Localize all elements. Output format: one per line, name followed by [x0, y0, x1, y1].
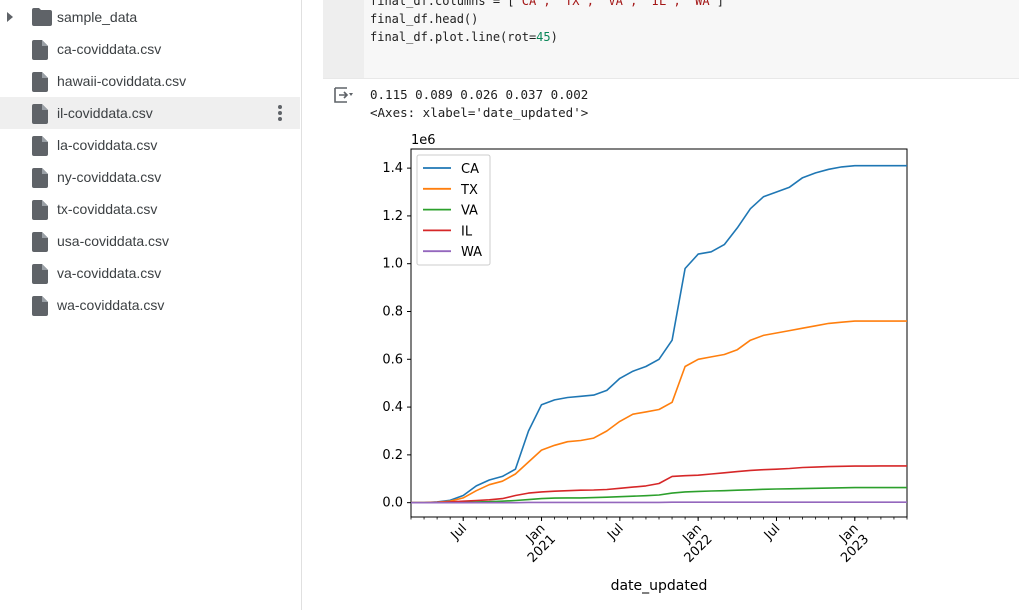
sidebar-item-tx-coviddata[interactable]: tx-coviddata.csv — [0, 193, 300, 225]
line-chart: 0.0 0.2 0.4 0.6 0.8 1.0 1.2 1.4 1e6 Jul Jan2021 Jul… — [382, 133, 908, 594]
x-tick-label: Jul — [761, 521, 783, 543]
file-icon — [32, 40, 48, 60]
code-cell-gutter — [323, 0, 364, 78]
code-line-3[interactable]: final_df.plot.line(rot=45) — [370, 30, 558, 44]
code-text: ] — [716, 0, 725, 8]
output-values-text: 0.115 0.089 0.026 0.037 0.002 — [370, 87, 589, 102]
series-line-il — [411, 465, 907, 504]
series-line-tx — [411, 320, 907, 504]
y-tick-label: 1.2 — [382, 209, 403, 224]
legend-box — [416, 154, 491, 266]
file-icon — [32, 264, 48, 284]
sidebar-item-label: sample_data — [57, 9, 138, 25]
output-options-icon[interactable] — [333, 85, 355, 105]
series-line-va — [411, 486, 907, 504]
sidebar-item-label: hawaii-coviddata.csv — [57, 73, 187, 89]
sidebar-item-label: wa-coviddata.csv — [57, 297, 165, 313]
sidebar-item-label: il-coviddata.csv — [57, 105, 153, 121]
sidebar-item-sample-data[interactable]: sample_data — [0, 1, 300, 33]
code-text: final_df.plot.line(rot= — [370, 30, 537, 44]
sidebar-item-il-coviddata[interactable]: il-coviddata.csv — [0, 97, 300, 129]
y-tick-label: 0.6 — [382, 352, 403, 367]
folder-icon — [32, 8, 52, 26]
sidebar-item-label: ca-coviddata.csv — [57, 41, 162, 57]
code-line-2[interactable]: final_df.head() — [370, 12, 479, 26]
code-string: 'CA', 'TX', 'VA', 'IL', 'WA' — [514, 0, 717, 8]
legend-label: TX — [460, 183, 478, 198]
y-tick-label: 0.2 — [382, 448, 403, 463]
x-tick-label: Jan2021 — [514, 521, 559, 566]
chevron-right-icon[interactable] — [7, 12, 13, 22]
file-icon — [32, 296, 48, 316]
series-line-wa — [411, 501, 907, 504]
sidebar-item-label: va-coviddata.csv — [57, 265, 162, 281]
y-tick-label: 0.0 — [382, 496, 403, 511]
sidebar-item-ca-coviddata[interactable]: ca-coviddata.csv — [0, 33, 300, 65]
sidebar-item-label: la-coviddata.csv — [57, 137, 158, 153]
file-icon — [32, 104, 48, 124]
file-browser-sidebar: sample_data ca-coviddata.csv hawaii-covi… — [0, 0, 302, 610]
x-tick-label: Jul — [448, 521, 470, 543]
sidebar-item-label: usa-coviddata.csv — [57, 233, 170, 249]
series-line-ca — [411, 164, 907, 504]
code-text: final_df.columns = [ — [370, 0, 515, 8]
x-axis-label: date_updated — [611, 578, 708, 594]
y-tick-label: 0.8 — [382, 304, 403, 319]
sidebar-item-label: tx-coviddata.csv — [57, 201, 158, 217]
sidebar-item-va-coviddata[interactable]: va-coviddata.csv — [0, 257, 300, 289]
file-icon — [32, 232, 48, 252]
file-icon — [32, 200, 48, 220]
code-line-1[interactable]: final_df.columns = ['CA', 'TX', 'VA', 'I… — [370, 0, 724, 8]
code-text: ) — [550, 30, 558, 44]
x-tick-label: Jan2022 — [671, 521, 716, 566]
file-icon — [32, 168, 48, 188]
sidebar-item-ny-coviddata[interactable]: ny-coviddata.csv — [0, 161, 300, 193]
sidebar-item-hawaii-coviddata[interactable]: hawaii-coviddata.csv — [0, 65, 300, 97]
legend-label: IL — [461, 224, 473, 239]
y-tick-label: 0.4 — [382, 400, 403, 415]
sidebar-item-usa-coviddata[interactable]: usa-coviddata.csv — [0, 225, 300, 257]
x-tick-label: Jul — [604, 521, 626, 543]
legend-label: CA — [461, 162, 479, 177]
file-icon — [32, 136, 48, 156]
legend-label: VA — [461, 204, 478, 219]
y-tick-label: 1.4 — [382, 161, 403, 176]
code-cell[interactable] — [323, 0, 1019, 78]
sidebar-item-label: ny-coviddata.csv — [57, 169, 162, 185]
more-options-icon[interactable] — [277, 105, 283, 123]
legend-label: WA — [461, 245, 482, 260]
y-offset-label: 1e6 — [411, 133, 436, 148]
sidebar-item-la-coviddata[interactable]: la-coviddata.csv — [0, 129, 300, 161]
x-tick-label: Jan2023 — [828, 521, 873, 566]
sidebar-item-wa-coviddata[interactable]: wa-coviddata.csv — [0, 289, 300, 321]
code-number: 45 — [536, 30, 551, 44]
output-axes-text: <Axes: xlabel='date_updated'> — [370, 105, 589, 120]
file-icon — [32, 72, 48, 92]
cell-divider — [323, 78, 1019, 79]
y-tick-label: 1.0 — [382, 257, 403, 272]
